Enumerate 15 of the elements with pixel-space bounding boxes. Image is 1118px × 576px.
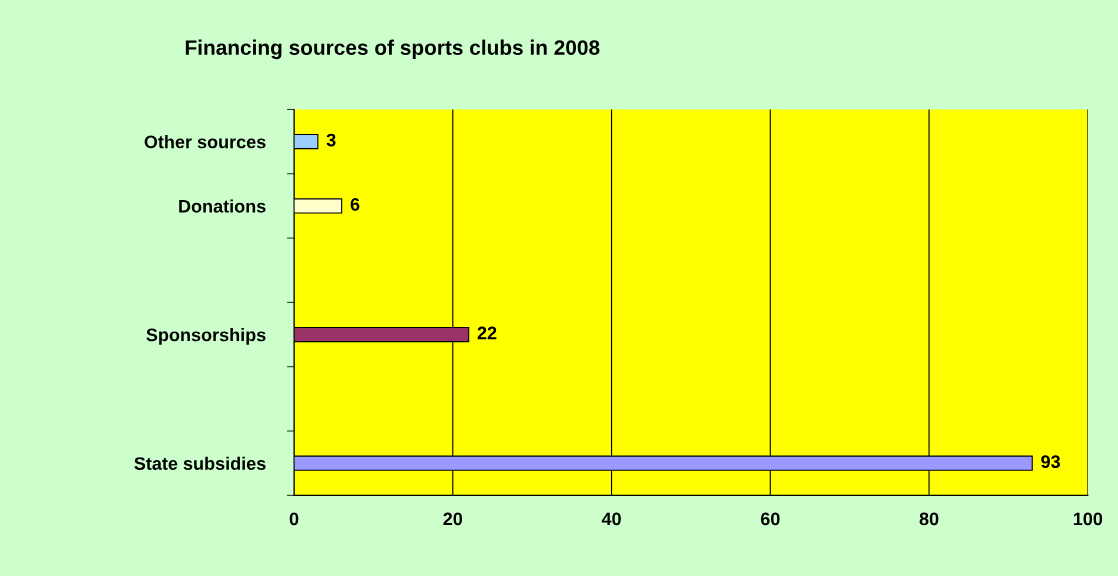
y-tick-label: Sponsorships — [146, 328, 266, 345]
y-tick-label: Donations — [179, 199, 266, 213]
x-tick-label: 60 — [760, 512, 780, 526]
x-tick-label: 40 — [601, 512, 621, 526]
data-label: 3 — [326, 133, 336, 147]
x-tick-label: 0 — [289, 512, 299, 526]
data-label: 6 — [350, 197, 360, 211]
chart-title: Financing sources of sports clubs in 2008 — [185, 39, 600, 60]
y-tick-label: State subsidies — [134, 456, 266, 470]
x-tick-label: 20 — [443, 512, 463, 526]
y-tick-label: Other sources — [144, 135, 266, 149]
x-tick-label: 100 — [1073, 512, 1103, 526]
data-label: 22 — [477, 326, 497, 340]
data-label: 93 — [1041, 455, 1061, 469]
x-tick-label: 80 — [919, 512, 939, 526]
